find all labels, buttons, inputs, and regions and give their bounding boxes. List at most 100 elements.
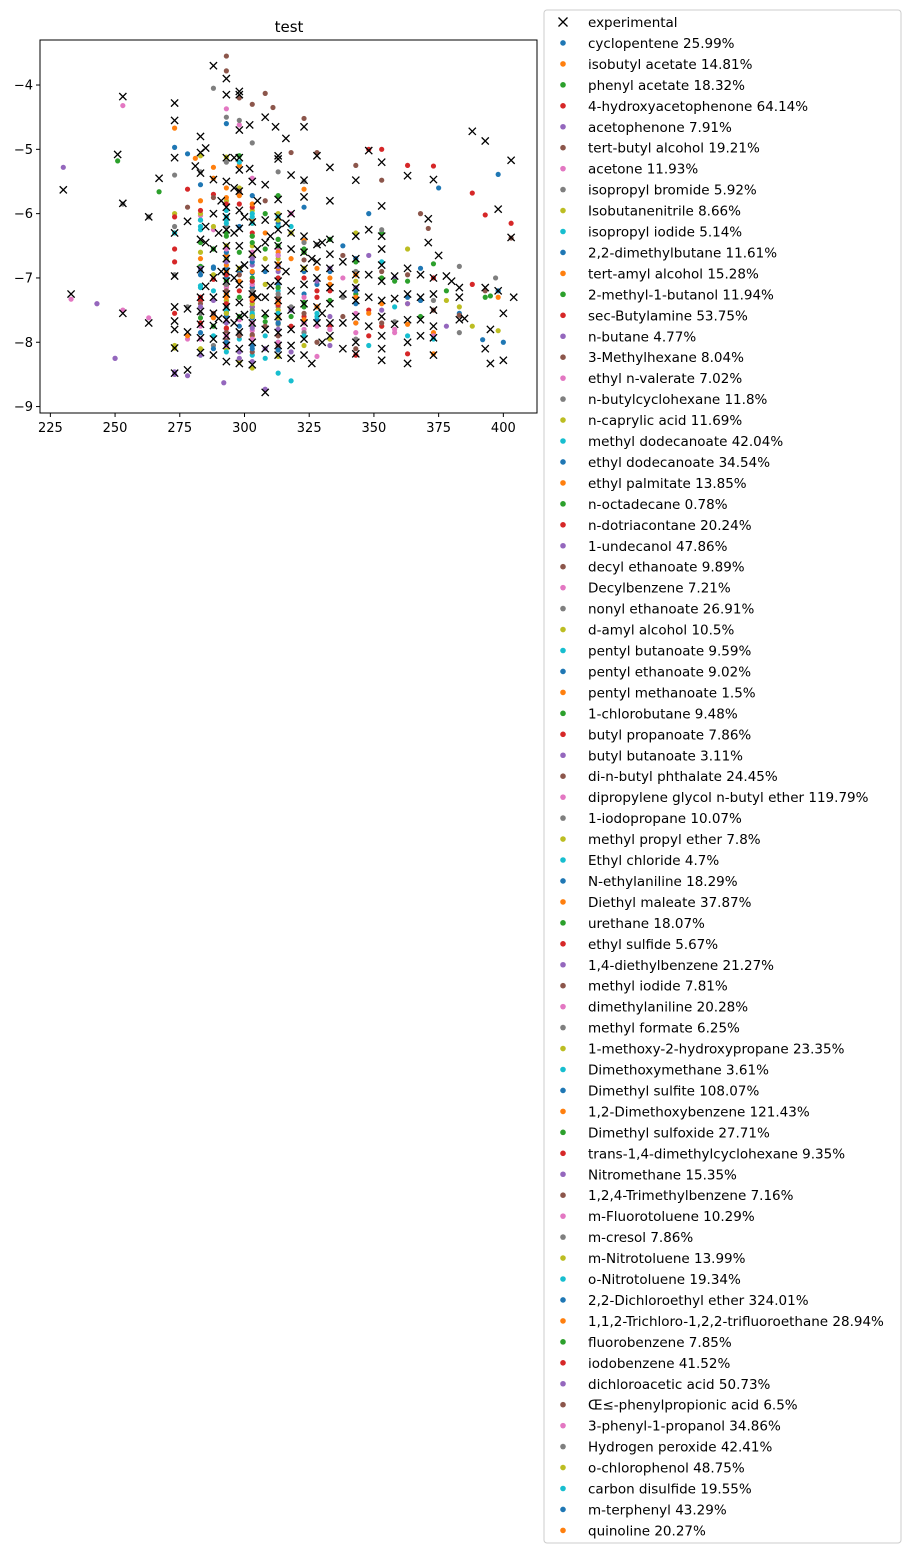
- y-tick-label: −8: [14, 336, 33, 351]
- legend-marker: [560, 815, 566, 821]
- experimental-point: [510, 294, 517, 301]
- series-point: [185, 373, 190, 378]
- series-point: [198, 208, 203, 213]
- legend-label: butyl propanoate 7.86%: [588, 727, 751, 743]
- experimental-point: [236, 242, 243, 249]
- series-point: [198, 182, 203, 187]
- series-point: [444, 288, 449, 293]
- series-point: [426, 226, 431, 231]
- series-point: [444, 324, 449, 329]
- legend-label: n-caprylic acid 11.69%: [588, 413, 742, 429]
- experimental-point: [365, 323, 372, 330]
- x-tick-label: 400: [491, 421, 516, 436]
- series-point: [224, 115, 229, 120]
- legend-marker: [560, 1234, 566, 1240]
- legend-marker: [560, 1192, 566, 1198]
- legend-label: quinoline 20.27%: [588, 1523, 706, 1539]
- series-point: [224, 349, 229, 354]
- series-point: [496, 172, 501, 177]
- series-point: [366, 311, 371, 316]
- series-point: [366, 211, 371, 216]
- legend-label: pentyl methanoate 1.5%: [588, 685, 756, 701]
- legend-marker: [560, 836, 566, 842]
- series-point: [115, 158, 120, 163]
- experimental-point: [202, 223, 209, 230]
- series-point: [379, 227, 384, 232]
- experimental-point: [171, 99, 178, 106]
- experimental-point: [391, 295, 398, 302]
- legend-marker: [560, 103, 566, 109]
- experimental-point: [254, 197, 261, 204]
- series-point: [224, 68, 229, 73]
- series-point: [276, 237, 281, 242]
- legend-label: m-Nitrotoluene 13.99%: [588, 1251, 746, 1267]
- series-point: [301, 240, 306, 245]
- experimental-point: [282, 268, 289, 275]
- experimental-point: [262, 181, 269, 188]
- experimental-point: [378, 345, 385, 352]
- x-axis: 225 250 275 300 325 350 375 400: [38, 413, 516, 436]
- legend-marker: [560, 354, 566, 360]
- experimental-point: [495, 206, 502, 213]
- legend-label: 1,1,2-Trichloro-1,2,2-trifluoroethane 28…: [588, 1314, 884, 1330]
- series-point: [172, 259, 177, 264]
- series-point: [327, 343, 332, 348]
- series-point: [493, 275, 498, 280]
- legend-label: urethane 18.07%: [588, 916, 705, 932]
- series-point: [198, 315, 203, 320]
- legend-marker: [560, 585, 566, 591]
- plot-marks: [60, 53, 518, 396]
- experimental-point: [500, 357, 507, 364]
- experimental-point: [272, 123, 279, 130]
- series-point: [457, 330, 462, 335]
- y-tick-label: −9: [14, 400, 33, 415]
- series-point: [237, 122, 242, 127]
- legend-label: methyl dodecanoate 42.04%: [588, 434, 783, 450]
- legend-label: experimental: [588, 15, 678, 31]
- series-point: [431, 298, 436, 303]
- series-point: [263, 198, 268, 203]
- experimental-point: [171, 117, 178, 124]
- legend-label: n-dotriacontane 20.24%: [588, 518, 752, 534]
- legend-label: decyl ethanoate 9.89%: [588, 560, 745, 576]
- experimental-point: [287, 342, 294, 349]
- series-point: [172, 311, 177, 316]
- series-point: [112, 356, 117, 361]
- series-point: [405, 301, 410, 306]
- series-point: [172, 214, 177, 219]
- legend-label: Hydrogen peroxide 42.41%: [588, 1440, 772, 1456]
- x-tick-label: 225: [38, 421, 63, 436]
- experimental-point: [339, 345, 346, 352]
- legend-label: Nitromethane 15.35%: [588, 1167, 737, 1183]
- series-point: [250, 314, 255, 319]
- legend-marker: [560, 271, 566, 277]
- series-point: [405, 333, 410, 338]
- experimental-point: [171, 326, 178, 333]
- series-point: [301, 205, 306, 210]
- experimental-point: [223, 75, 230, 82]
- series-point: [250, 234, 255, 239]
- x-tick-label: 300: [232, 421, 257, 436]
- experimental-point: [145, 319, 152, 326]
- experimental-point: [262, 114, 269, 121]
- y-tick-label: −5: [14, 143, 33, 158]
- legend-marker: [560, 250, 566, 256]
- y-tick-label: −6: [14, 207, 33, 222]
- legend-label: di-n-butyl phthalate 24.45%: [588, 769, 778, 785]
- experimental-point: [482, 345, 489, 352]
- experimental-point: [215, 229, 222, 236]
- experimental-point: [417, 271, 424, 278]
- series-point: [224, 326, 229, 331]
- experimental-point: [171, 303, 178, 310]
- series-point: [224, 185, 229, 190]
- series-point: [379, 269, 384, 274]
- legend-label: n-octadecane 0.78%: [588, 497, 728, 513]
- experimental-point: [267, 233, 274, 240]
- x-tick-label: 250: [103, 421, 128, 436]
- legend-marker: [560, 124, 566, 130]
- experimental-point: [246, 121, 253, 128]
- legend-marker: [560, 438, 566, 444]
- experimental-point: [319, 339, 326, 346]
- legend-label: iodobenzene 41.52%: [588, 1356, 730, 1372]
